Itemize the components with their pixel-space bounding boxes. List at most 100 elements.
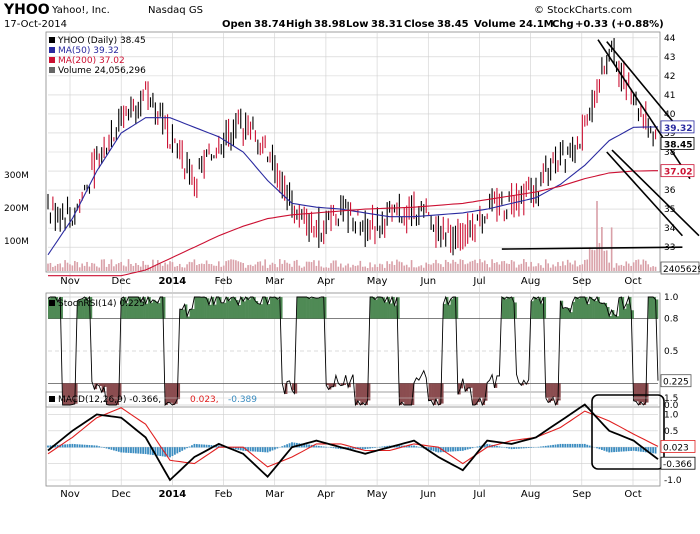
- volume-bar: [516, 268, 518, 271]
- macd-histogram-bar: [286, 444, 288, 447]
- volume-bar: [472, 261, 474, 271]
- stoch-oversold-fill: [470, 383, 473, 387]
- macd-histogram-bar: [103, 447, 105, 448]
- macd-histogram-bar: [608, 447, 610, 452]
- volume-bar: [528, 267, 530, 271]
- macd-histogram-bar: [106, 447, 108, 448]
- volume-bar: [579, 265, 581, 271]
- macd-histogram-bar: [320, 446, 322, 447]
- macd-histogram-bar: [323, 447, 325, 448]
- volume-bar: [223, 266, 225, 271]
- volume-bar: [611, 227, 613, 271]
- volume-bar: [52, 267, 54, 271]
- stoch-overbought-fill: [531, 301, 534, 318]
- macd-histogram-bar: [606, 447, 608, 451]
- macd-histogram-bar: [540, 447, 542, 448]
- stoch-oversold-fill: [409, 383, 412, 405]
- stoch-overbought-fill: [263, 297, 266, 319]
- stoch-legend: StochRSI(14) 0.225: [58, 299, 145, 309]
- volume-bar: [540, 265, 542, 271]
- volume-bar: [486, 264, 488, 271]
- macd-histogram-bar: [159, 447, 161, 456]
- volume-bar: [335, 260, 337, 271]
- macd-histogram-bar: [367, 447, 369, 449]
- macd-histogram-bar: [638, 447, 640, 451]
- month-tick-label-bottom: May: [367, 489, 388, 500]
- month-tick-label: May: [367, 276, 388, 287]
- stoch-overbought-fill: [536, 299, 539, 319]
- volume-bar: [186, 264, 188, 271]
- volume-bar: [64, 260, 66, 271]
- macd-histogram-bar: [272, 447, 274, 450]
- stoch-overbought-fill: [146, 304, 149, 319]
- stoch-overbought-fill: [602, 304, 605, 319]
- stoch-oversold-fill: [436, 383, 439, 399]
- macd-histogram-bar: [147, 447, 149, 454]
- volume-bar: [313, 260, 315, 271]
- macd-histogram-bar: [603, 447, 605, 451]
- stoch-overbought-fill: [312, 297, 315, 319]
- volume-bar: [557, 262, 559, 271]
- macd-histogram-bar: [630, 447, 632, 451]
- volume-bar: [464, 264, 466, 271]
- volume-bar: [172, 262, 174, 271]
- volume-bar: [262, 266, 264, 271]
- volume-bar: [645, 261, 647, 271]
- macd-histogram-bar: [120, 447, 122, 452]
- macd-histogram-bar: [115, 447, 117, 451]
- macd-histogram-bar: [250, 447, 252, 451]
- volume-bar: [616, 263, 618, 271]
- macd-histogram-bar: [89, 445, 91, 447]
- macd-histogram-bar: [586, 445, 588, 448]
- stoch-overbought-fill: [509, 298, 512, 319]
- volume-tick-label: 200M: [4, 204, 29, 214]
- macd-histogram-bar: [530, 447, 532, 448]
- volume-bar: [474, 260, 476, 271]
- month-tick-label-bottom: Oct: [624, 489, 641, 500]
- macd-histogram-bar: [447, 447, 449, 452]
- macd-histogram-bar: [269, 447, 271, 451]
- volume-bar: [511, 260, 513, 271]
- volume-bar: [177, 266, 179, 271]
- macd-histogram-bar: [76, 444, 78, 447]
- macd-histogram-bar: [259, 447, 261, 452]
- stoch-overbought-fill: [155, 301, 158, 318]
- volume-bar: [399, 262, 401, 271]
- volume-bar: [413, 267, 415, 271]
- macd-histogram-bar: [430, 447, 432, 450]
- macd-histogram-bar: [64, 444, 66, 447]
- macd-histogram-bar: [252, 447, 254, 451]
- macd-histogram-bar: [572, 444, 574, 448]
- macd-histogram-bar: [135, 447, 137, 453]
- macd-histogram-bar: [552, 445, 554, 448]
- price-tick-label: 44: [664, 34, 676, 44]
- open-label: Open: [222, 19, 252, 30]
- volume-bar: [433, 263, 435, 271]
- macd-histogram-bar: [362, 447, 364, 449]
- volume-bar: [130, 264, 132, 271]
- volume-bar: [525, 262, 527, 271]
- volume-bar: [508, 264, 510, 271]
- month-tick-label: Dec: [112, 276, 131, 287]
- macd-histogram-bar: [69, 444, 71, 447]
- volume-bar: [79, 267, 81, 271]
- macd-histogram-bar: [538, 447, 540, 448]
- macd-histogram-bar: [508, 447, 510, 448]
- price-tick-label: 33: [664, 243, 675, 253]
- macd-histogram-bar: [306, 444, 308, 447]
- volume-bar: [608, 263, 610, 271]
- high-label: High: [286, 19, 312, 30]
- volume-bar: [255, 264, 257, 271]
- volume-bar: [572, 264, 574, 271]
- volume-bar: [225, 261, 227, 271]
- volume-bar: [447, 262, 449, 271]
- volume-bar: [277, 267, 279, 271]
- macd-histogram-bar: [628, 447, 630, 451]
- legend-entry: MA(50) 39.32: [58, 46, 119, 56]
- stoch-oversold-fill: [641, 383, 644, 402]
- macd-histogram-bar: [564, 444, 566, 448]
- volume-bar: [513, 262, 515, 271]
- macd-histogram-bar: [501, 447, 503, 448]
- stoch-overbought-fill: [377, 297, 380, 319]
- macd-histogram-bar: [381, 447, 383, 448]
